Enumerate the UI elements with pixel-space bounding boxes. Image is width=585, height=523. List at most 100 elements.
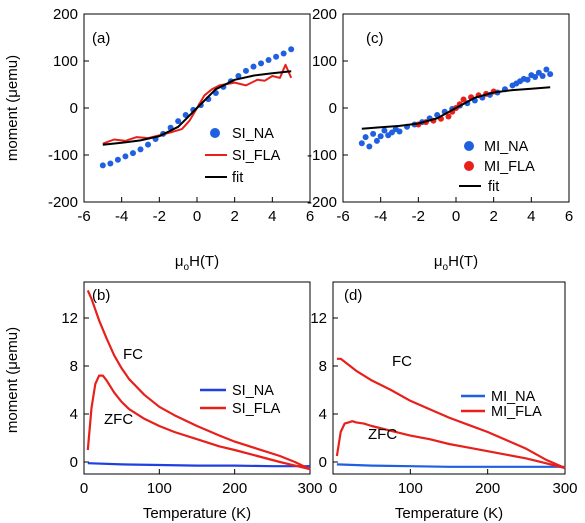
x-tick-label: 2 xyxy=(230,208,238,225)
series-group-c xyxy=(358,66,554,150)
series-group-a xyxy=(99,46,295,169)
data-point-si-na xyxy=(250,63,257,70)
x-tick-label: 300 xyxy=(552,480,577,497)
legend-c: MI_NA MI_FLA fit xyxy=(459,139,535,195)
axis-ticks-b: 0 100 200 300 0 4 8 12 xyxy=(61,310,322,497)
legend-label-si-na-b: SI_NA xyxy=(232,383,274,399)
y-tick-label: 4 xyxy=(319,406,327,423)
y-tick-label: 200 xyxy=(312,6,337,23)
data-point-si-na xyxy=(288,46,295,53)
legend-label-si-na: SI_NA xyxy=(232,126,274,142)
y-tick-label: -200 xyxy=(48,194,78,211)
data-point-mi-na xyxy=(396,128,403,135)
legend-label-fit-a: fit xyxy=(232,170,243,186)
data-point-mi-na xyxy=(524,76,531,83)
y-tick-label: -200 xyxy=(307,194,337,211)
data-point-si-na xyxy=(99,162,106,169)
y-tick-label: 8 xyxy=(70,358,78,375)
legend-a: SI_NA SI_FLA fit xyxy=(205,126,281,186)
data-point-si-na xyxy=(242,67,249,74)
annotation-fc-b: FC xyxy=(123,346,143,363)
data-point-si-na xyxy=(129,150,136,157)
annotation-fc-d: FC xyxy=(392,353,412,370)
x-tick-label: -2 xyxy=(153,208,166,225)
data-point-mi-na xyxy=(373,137,380,144)
y-tick-label: 0 xyxy=(329,100,337,117)
data-point-mi-na xyxy=(547,71,554,78)
series-line-mi-na xyxy=(336,463,565,468)
panel-tag-c: (c) xyxy=(366,30,384,47)
data-point-mi-na xyxy=(539,73,546,80)
data-point-si-na xyxy=(280,50,287,57)
panel-b: 0 100 200 300 0 4 8 12 (b) moment (μemu) Temper… xyxy=(4,281,323,522)
legend-marker-mi-fla xyxy=(464,161,474,171)
data-point-mi-fla xyxy=(460,96,467,103)
x-tick-label: 100 xyxy=(398,480,423,497)
y-tick-label: -100 xyxy=(48,147,78,164)
legend-marker-mi-na xyxy=(464,141,474,151)
x-tick-label: 6 xyxy=(306,208,314,225)
x-tick-label: -6 xyxy=(77,208,90,225)
x-tick-label: 0 xyxy=(329,480,337,497)
y-tick-label: 0 xyxy=(70,100,78,117)
panel-a: -6 -4 -2 0 2 4 6 -200 -100 0 100 200 (a) moment (μe… xyxy=(4,6,314,273)
data-point-si-na xyxy=(175,118,182,125)
axis-ticks-d: 0 100 200 300 0 4 8 12 xyxy=(310,310,577,497)
x-tick-label: 0 xyxy=(452,208,460,225)
y-tick-label: 8 xyxy=(319,358,327,375)
data-point-si-na xyxy=(235,73,242,80)
x-tick-label: 2 xyxy=(489,208,497,225)
x-tick-label: 200 xyxy=(222,480,247,497)
series-line-mi-fla-zfc xyxy=(335,420,566,470)
series-line-si-fla-fc xyxy=(86,289,311,471)
legend-label-si-fla: SI_FLA xyxy=(232,148,281,164)
data-point-mi-na xyxy=(377,133,384,140)
x-axis-label-a: μoH(T) xyxy=(175,253,219,273)
x-tick-label: 4 xyxy=(527,208,535,225)
legend-label-mi-na: MI_NA xyxy=(484,139,529,155)
x-tick-label: 300 xyxy=(297,480,322,497)
data-point-mi-na xyxy=(381,127,388,134)
x-tick-label: -2 xyxy=(412,208,425,225)
legend-b: SI_NA SI_FLA xyxy=(200,383,281,417)
x-tick-label: -6 xyxy=(336,208,349,225)
x-axis-label-c: μoH(T) xyxy=(434,253,478,273)
plot-frame-b xyxy=(83,281,311,475)
annotation-zfc-b: ZFC xyxy=(104,411,133,428)
data-point-si-na xyxy=(107,160,114,167)
x-axis-label-b: Temperature (K) xyxy=(143,505,251,522)
legend-label-si-fla-b: SI_FLA xyxy=(232,401,281,417)
legend-d: MI_NA MI_FLA xyxy=(461,389,542,420)
x-axis-label-d: Temperature (K) xyxy=(395,505,503,522)
legend-label-mi-fla: MI_FLA xyxy=(484,159,535,175)
x-tick-label: 4 xyxy=(268,208,276,225)
data-point-mi-fla xyxy=(445,113,452,120)
data-point-si-na xyxy=(137,146,144,153)
y-axis-label-b: moment (μemu) xyxy=(4,327,21,433)
data-point-si-na xyxy=(122,153,129,160)
series-line-mi-fla-fc xyxy=(336,357,566,470)
series-line-si-fla xyxy=(102,63,293,145)
series-line-si-na xyxy=(87,462,310,468)
x-tick-label: -4 xyxy=(374,208,387,225)
data-point-mi-na xyxy=(543,66,550,73)
legend-label-mi-fla-d: MI_FLA xyxy=(491,404,542,420)
series-group-d xyxy=(335,357,566,470)
series-group-b xyxy=(86,289,311,471)
y-tick-label: 200 xyxy=(53,6,78,23)
series-line-si-fla-zfc xyxy=(86,374,311,471)
series-line-fit xyxy=(102,70,292,146)
data-point-mi-na xyxy=(362,134,369,141)
y-tick-label: 12 xyxy=(61,310,78,327)
panel-tag-a: (a) xyxy=(92,30,110,47)
y-tick-label: 100 xyxy=(53,53,78,70)
x-tick-label: 0 xyxy=(80,480,88,497)
y-tick-label: 12 xyxy=(310,310,327,327)
x-tick-label: 200 xyxy=(475,480,500,497)
panel-d: 0 100 200 300 0 4 8 12 (d) Temperature (K) FC Z… xyxy=(310,281,578,522)
y-tick-label: 0 xyxy=(319,454,327,471)
legend-label-mi-na-d: MI_NA xyxy=(491,389,536,405)
